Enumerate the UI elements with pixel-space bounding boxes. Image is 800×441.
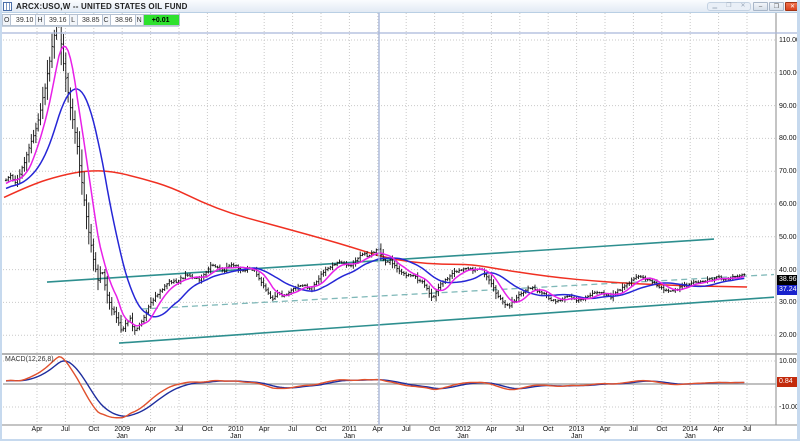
time-axis-label: Apr [372,426,384,433]
ma-value-label: 37.24 [777,285,797,295]
time-axis-label: Apr [713,426,725,433]
time-axis-label: Jul [401,426,411,433]
time-axis-label: Apr [31,426,43,433]
time-axis-label: Apr [599,426,611,433]
price-axis-tick: 90.00 [779,102,797,110]
macd-axis-tick: -10.00 [779,404,799,411]
time-axis-label: Jul [742,426,752,433]
quote-field-value: 38.85 [76,14,103,26]
time-axis-label: Oct [201,426,213,433]
minimize-button[interactable]: – [753,2,768,11]
time-axis-label: Jul [515,426,525,433]
price-axis-tick: 80.00 [779,135,797,143]
mdi-restore-icon[interactable]: ❐ [726,3,732,9]
window-buttons: – ❐ ✕ [753,2,797,11]
quote-field-value: 39.10 [10,14,37,26]
app-icon [3,1,12,11]
price-axis-tick: 70.00 [779,168,797,176]
macd-axis-tick: 10.00 [779,358,797,365]
macd-value-label: 0.84 [777,377,797,387]
time-axis-label: 2009 Jan [114,426,130,440]
time-axis-label: Oct [429,426,441,433]
macd-indicator-label: MACD(12,26,8) [5,356,54,363]
time-axis-label: 2014 Jan [682,426,698,440]
mdi-window-buttons[interactable]: ▁ ❐ ✕ [707,2,751,11]
time-axis-label: Apr [258,426,270,433]
close-button[interactable]: ✕ [785,2,797,11]
price-axis-tick: 20.00 [779,332,797,340]
mdi-close-icon[interactable]: ✕ [740,3,746,9]
mdi-minimize-icon[interactable]: ▁ [712,3,718,9]
time-axis-label: Oct [542,426,554,433]
window-title: ARCX:USO,W -- UNITED STATES OIL FUND [16,1,188,11]
titlebar: ARCX:USO,W -- UNITED STATES OIL FUND ▁ ❐… [2,0,797,13]
price-axis-tick: 110.00 [779,37,800,44]
price-axis-tick: 100.00 [779,69,800,77]
quote-bar: O 39.10 H 39.16 L 38.85 C 38.96 N +0.01 [2,14,180,27]
time-axis-label: Jul [628,426,638,433]
time-axis-label: Apr [485,426,497,433]
price-axis-tick: 50.00 [779,233,797,241]
time-axis-label: 2010 Jan [228,426,244,440]
time-axis-label: Oct [88,426,100,433]
time-axis-label: Jul [60,426,70,433]
time-axis-label: 2012 Jan [455,426,471,440]
quote-field-value: 38.96 [109,14,136,26]
last-price-label: 38.96 [777,275,797,285]
price-axis-tick: 40.00 [779,266,797,274]
price-axis-tick: 30.00 [779,299,797,307]
quote-field-value: 39.16 [43,14,70,26]
time-axis-label: Oct [315,426,327,433]
quote-net-change-value: +0.01 [142,14,180,26]
price-axis-tick: 60.00 [779,201,797,208]
time-axis-label: Jul [174,426,184,433]
time-axis-label: Apr [145,426,157,433]
time-axis-label: 2013 Jan [568,426,585,440]
time-axis-label: 2011 Jan [341,426,357,440]
time-axis-label: Jul [288,426,298,433]
time-axis-label: Oct [656,426,668,433]
maximize-button[interactable]: ❐ [769,2,784,11]
